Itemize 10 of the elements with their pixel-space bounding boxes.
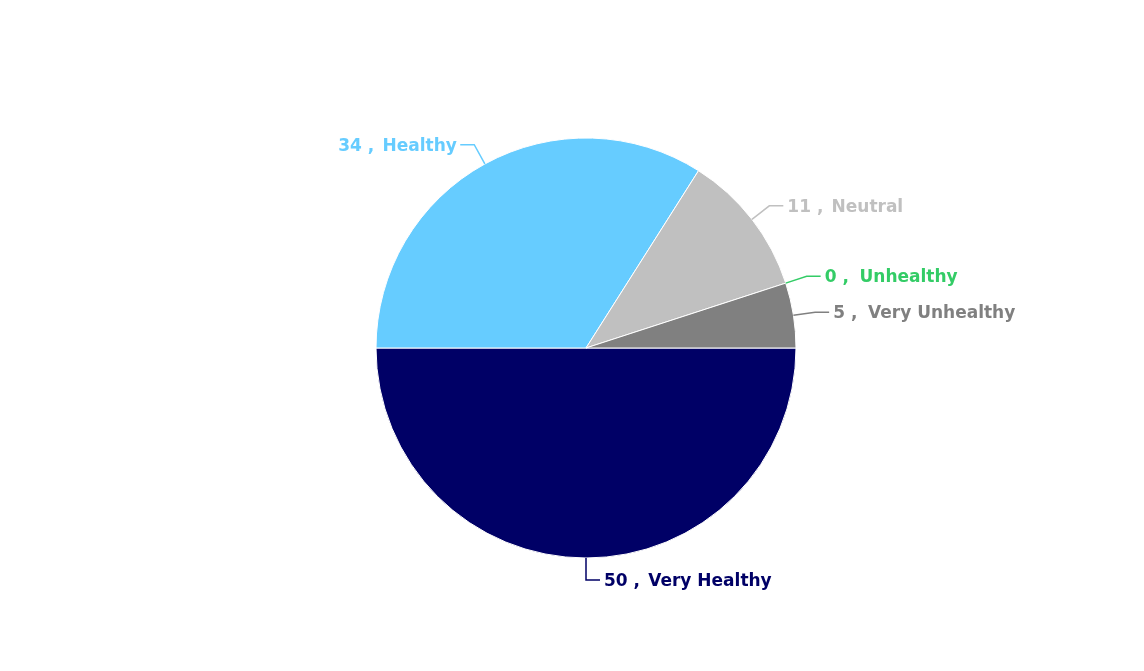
data-label: 34 , — [338, 134, 375, 155]
slice-label: Healthy — [382, 134, 457, 155]
slice-label: Neutral — [831, 195, 904, 216]
text: 0 , — [824, 266, 849, 287]
data-label: 50 , — [604, 569, 641, 590]
slice-label: Very Healthy — [648, 569, 772, 590]
data-label: 5 , — [833, 302, 858, 323]
slice-label: Very Unhealthy — [867, 302, 1016, 323]
legend-label: Unhealthy — [859, 266, 958, 287]
data-label: 11 , — [787, 195, 824, 216]
